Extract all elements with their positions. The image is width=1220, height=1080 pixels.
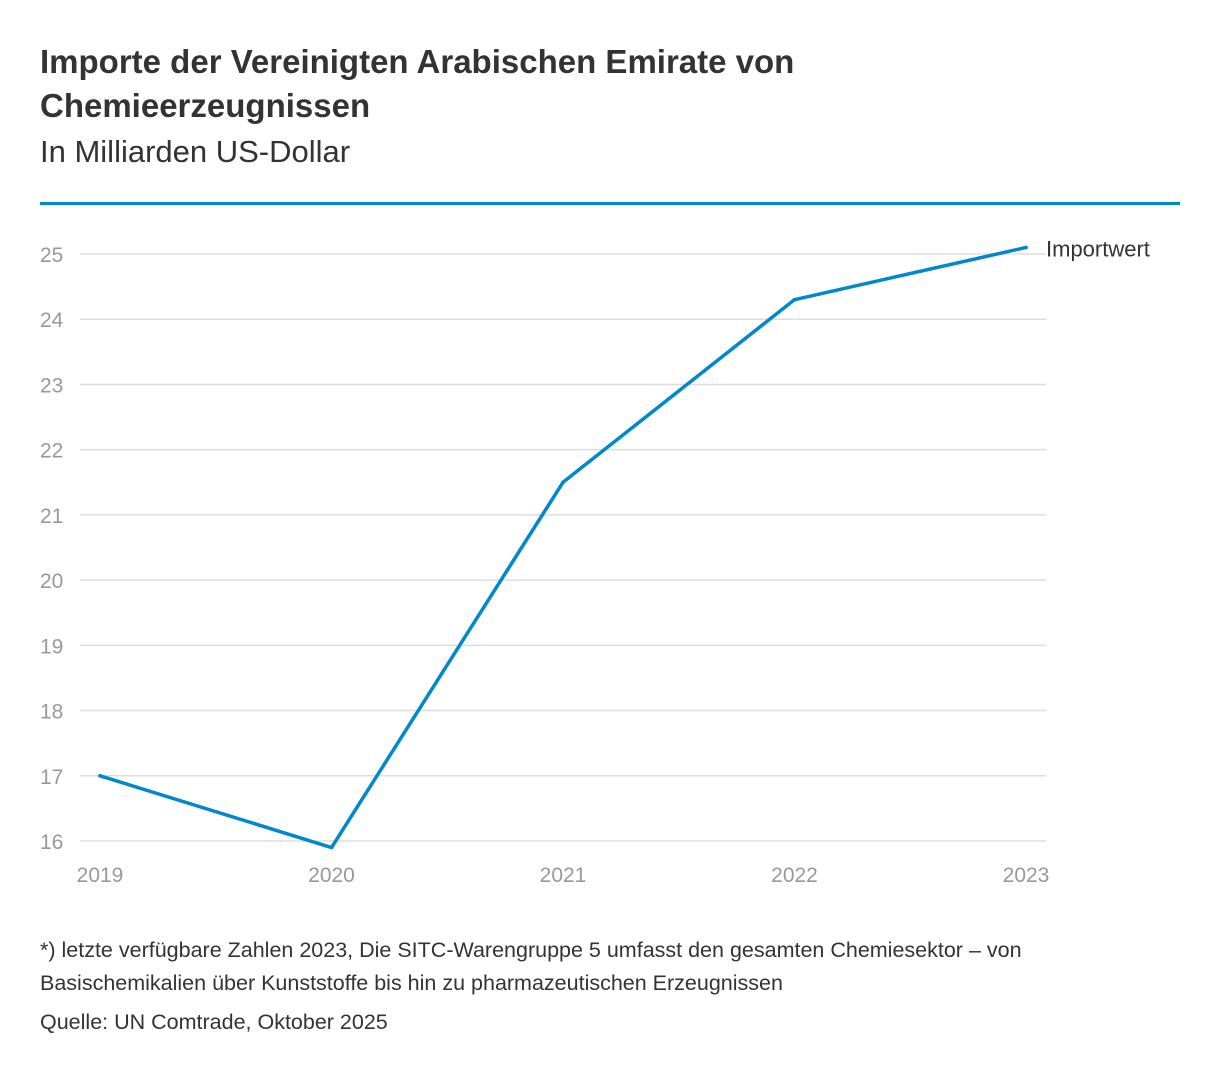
y-tick-label: 20 — [40, 570, 63, 593]
data-point — [792, 297, 797, 302]
y-tick-label: 24 — [40, 309, 64, 332]
data-point — [561, 480, 565, 485]
chart-subtitle: In Milliarden US-Dollar — [40, 134, 351, 169]
source-note: Quelle: UN Comtrade, Oktober 2025 — [40, 1010, 388, 1034]
x-tick-label: 2020 — [308, 864, 355, 887]
grid-lines — [80, 253, 1046, 842]
x-axis: 2019 2020 2021 2022 2023 — [77, 864, 1050, 887]
x-tick-label: 2021 — [540, 864, 587, 887]
series-line — [98, 245, 1028, 850]
y-tick-label: 18 — [40, 701, 63, 724]
header-divider — [40, 202, 1180, 205]
y-tick-label: 19 — [40, 635, 63, 658]
chart-title: Importe der Vereinigten Arabischen Emira… — [40, 43, 795, 124]
data-point — [1024, 245, 1028, 250]
y-tick-label: 21 — [40, 505, 63, 528]
y-axis: 16 17 18 19 20 21 22 23 24 25 — [40, 244, 64, 854]
y-tick-label: 23 — [40, 374, 63, 397]
series-labels: Importwert — [1046, 236, 1150, 261]
x-tick-label: 2023 — [1003, 864, 1050, 887]
y-tick-label: 25 — [40, 244, 63, 267]
y-tick-label: 16 — [40, 831, 63, 854]
data-point — [98, 773, 102, 778]
y-tick-label: 22 — [40, 440, 63, 463]
x-tick-label: 2019 — [77, 864, 124, 887]
data-point — [329, 845, 334, 850]
series-lines — [98, 245, 1028, 850]
x-tick-label: 2022 — [771, 864, 818, 887]
y-tick-label: 17 — [40, 766, 63, 789]
footnote: *) letzte verfügbare Zahlen 2023, Die SI… — [40, 938, 1022, 995]
series-label: Importwert — [1046, 236, 1150, 261]
